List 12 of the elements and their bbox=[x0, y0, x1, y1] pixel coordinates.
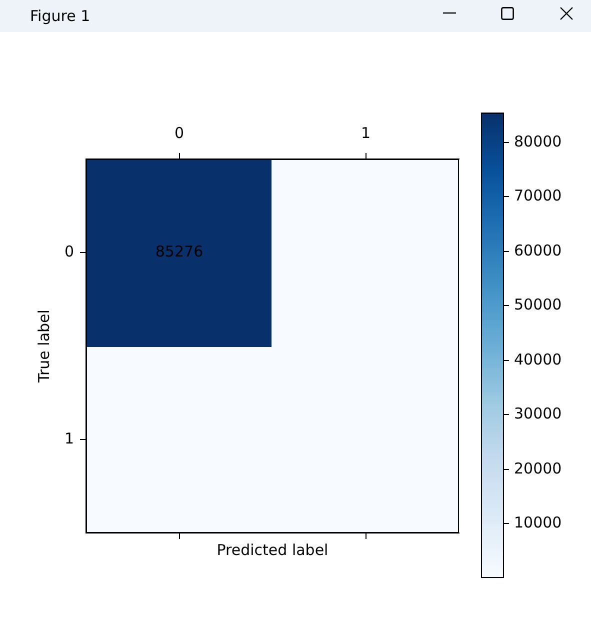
color-bar-label: 20000 bbox=[514, 459, 562, 478]
x-axis-title: Predicted label bbox=[216, 540, 328, 559]
caption: Figure 1 bbox=[30, 7, 90, 25]
y-axis-title: True label bbox=[34, 310, 53, 384]
color-bar-label: 70000 bbox=[514, 186, 562, 204]
color-bar-label: 30000 bbox=[514, 404, 562, 422]
color-bar-label: 50000 bbox=[514, 295, 562, 314]
color-bar-label: 10000 bbox=[514, 513, 562, 532]
color-bar-label: 40000 bbox=[514, 350, 562, 368]
color-bar-label: 80000 bbox=[514, 132, 562, 150]
color-bar-label: 60000 bbox=[514, 241, 562, 260]
data-label: 85276 bbox=[155, 242, 204, 260]
